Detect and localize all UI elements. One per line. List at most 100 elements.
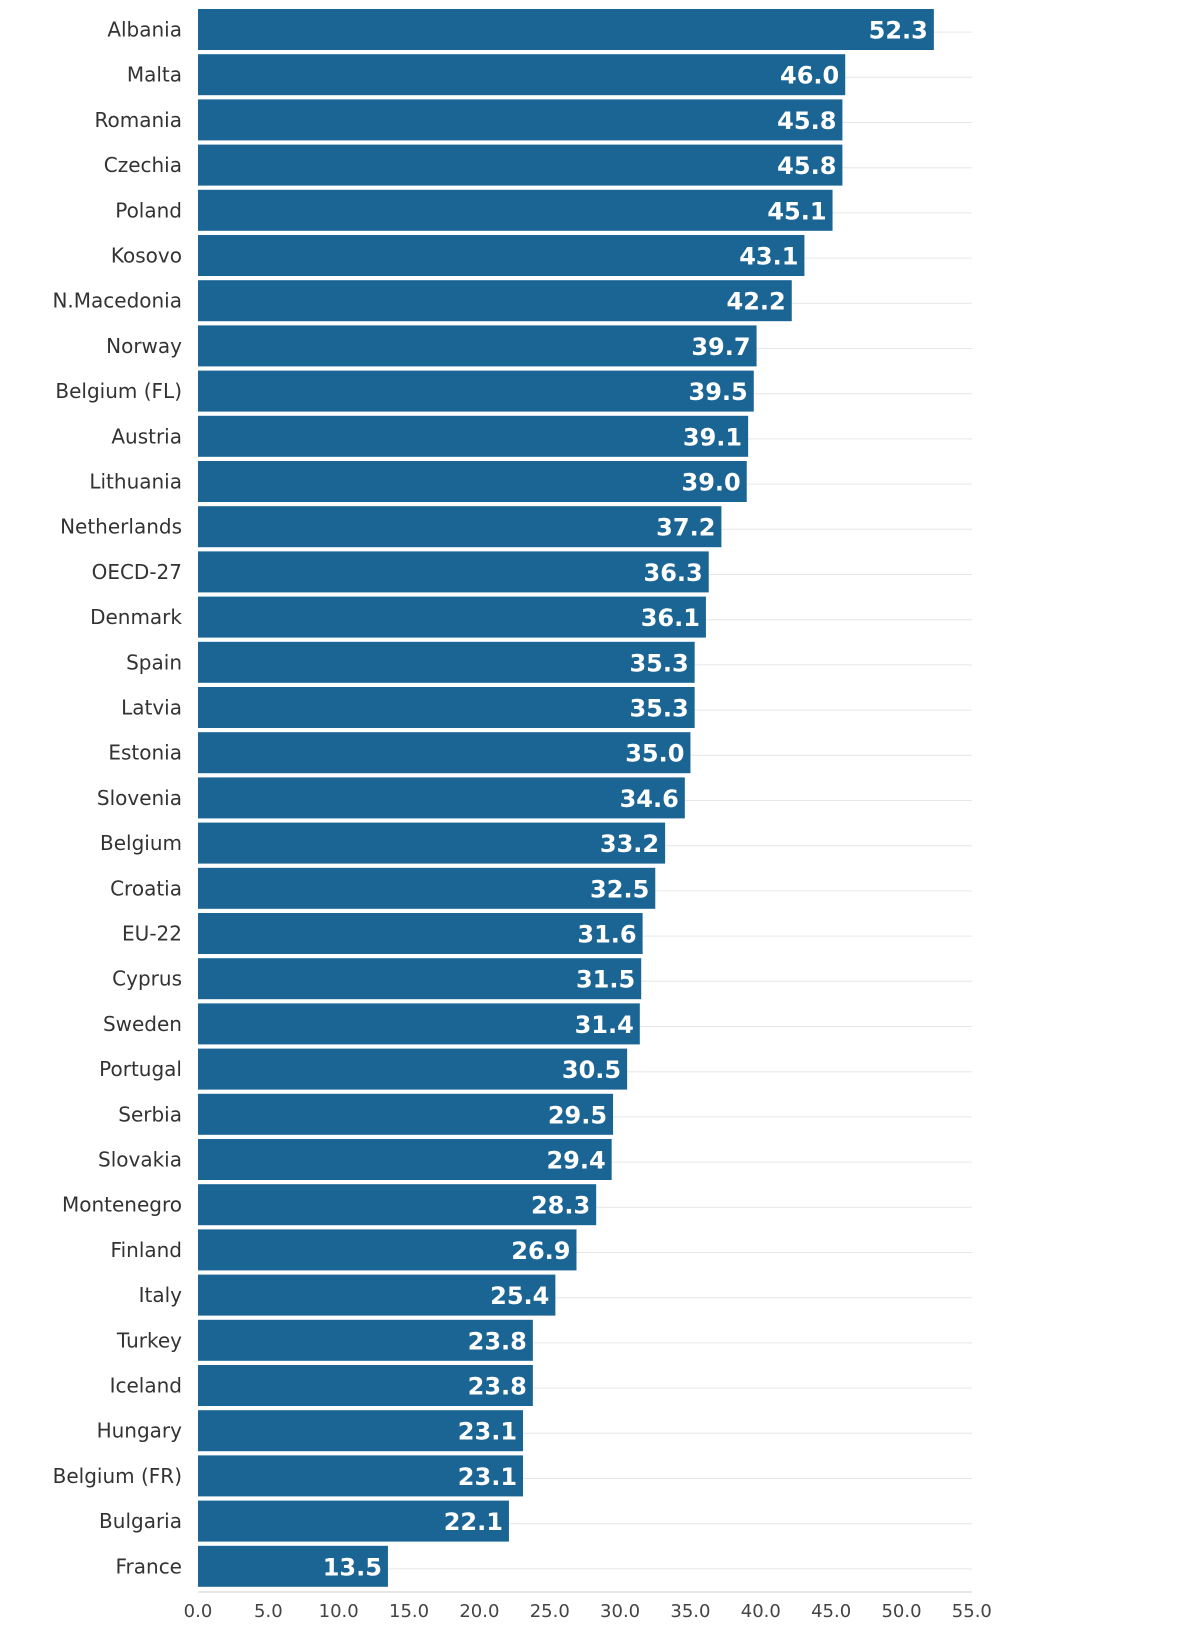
bar bbox=[198, 641, 695, 683]
bar bbox=[198, 235, 805, 276]
data-label: 30.5 bbox=[562, 1056, 621, 1084]
data-label: 22.1 bbox=[444, 1508, 503, 1536]
data-label: 42.2 bbox=[727, 288, 786, 316]
category-label: Latvia bbox=[121, 696, 182, 720]
data-label: 23.8 bbox=[468, 1373, 527, 1401]
bars bbox=[198, 9, 934, 1587]
data-label: 23.8 bbox=[468, 1327, 527, 1355]
bar bbox=[198, 54, 846, 96]
x-tick-label: 5.0 bbox=[254, 1601, 283, 1622]
category-label: Bulgaria bbox=[99, 1509, 182, 1533]
bar bbox=[198, 370, 754, 412]
bar bbox=[198, 144, 843, 186]
data-label: 35.0 bbox=[625, 740, 684, 768]
category-label: Belgium (FR) bbox=[53, 1464, 182, 1488]
data-label: 43.1 bbox=[739, 243, 798, 271]
bar bbox=[198, 9, 934, 50]
data-label: 35.3 bbox=[629, 649, 688, 677]
x-tick-label: 40.0 bbox=[741, 1601, 781, 1622]
bar bbox=[198, 1500, 509, 1542]
bar bbox=[198, 732, 691, 774]
bar bbox=[198, 1319, 533, 1361]
category-label: OECD-27 bbox=[92, 560, 182, 584]
data-label: 13.5 bbox=[323, 1553, 382, 1581]
data-label: 31.6 bbox=[577, 921, 636, 949]
data-label: 28.3 bbox=[531, 1192, 590, 1220]
data-label: 29.4 bbox=[546, 1147, 605, 1175]
data-label: 34.6 bbox=[620, 785, 679, 813]
data-label: 46.0 bbox=[780, 62, 839, 90]
bar bbox=[198, 822, 666, 864]
data-label: 39.7 bbox=[691, 333, 750, 361]
category-label: Denmark bbox=[90, 605, 182, 629]
category-label: France bbox=[115, 1554, 182, 1578]
category-label: EU-22 bbox=[122, 922, 182, 946]
data-label: 37.2 bbox=[656, 514, 715, 542]
category-label: Malta bbox=[127, 63, 182, 87]
category-label: N.Macedonia bbox=[52, 289, 182, 313]
data-label: 31.5 bbox=[576, 966, 635, 994]
data-label: 39.0 bbox=[682, 469, 741, 497]
data-label: 25.4 bbox=[490, 1282, 549, 1310]
bar bbox=[198, 958, 642, 1000]
category-label: Norway bbox=[106, 334, 182, 358]
category-label: Belgium (FL) bbox=[55, 379, 182, 403]
data-label: 45.8 bbox=[777, 107, 836, 135]
bar bbox=[198, 1274, 556, 1316]
bar bbox=[198, 506, 722, 548]
data-label: 39.1 bbox=[683, 423, 742, 451]
data-label: 52.3 bbox=[869, 17, 928, 45]
bar bbox=[198, 189, 833, 231]
category-label: Slovakia bbox=[98, 1148, 182, 1172]
bar bbox=[198, 1139, 612, 1180]
value-labels: 52.3 46.0 45.8 45.8 45.1 43.1 42.2 39.7 39.5 39.1… bbox=[323, 17, 928, 1582]
category-label: Belgium bbox=[100, 831, 182, 855]
bar bbox=[198, 1455, 524, 1497]
category-label: Lithuania bbox=[89, 470, 182, 494]
x-tick-label: 50.0 bbox=[881, 1601, 921, 1622]
category-label: Czechia bbox=[104, 153, 182, 177]
category-label: Kosovo bbox=[111, 244, 182, 268]
category-label: Serbia bbox=[118, 1102, 182, 1126]
bar bbox=[198, 461, 747, 502]
bar bbox=[198, 1184, 597, 1226]
x-tick-label: 30.0 bbox=[600, 1601, 640, 1622]
category-label: Albania bbox=[107, 18, 182, 42]
bar bbox=[198, 687, 695, 728]
x-tick-label: 10.0 bbox=[319, 1601, 359, 1622]
category-label: Finland bbox=[111, 1238, 182, 1262]
category-label: Portugal bbox=[99, 1057, 182, 1081]
data-label: 26.9 bbox=[511, 1237, 570, 1265]
category-label: Slovenia bbox=[97, 786, 182, 810]
data-label: 29.5 bbox=[548, 1101, 607, 1129]
category-labels: Albania Malta Romania Czechia Poland Kosovo N.… bbox=[52, 18, 182, 1579]
data-label: 45.1 bbox=[767, 197, 826, 225]
bar bbox=[198, 596, 706, 638]
category-label: Netherlands bbox=[60, 515, 182, 539]
bar bbox=[198, 1410, 524, 1452]
category-label: Cyprus bbox=[112, 967, 182, 991]
bar bbox=[198, 415, 749, 457]
data-label: 32.5 bbox=[590, 875, 649, 903]
data-label: 36.3 bbox=[644, 559, 703, 587]
x-tick-label: 35.0 bbox=[670, 1601, 710, 1622]
category-label: Estonia bbox=[108, 741, 182, 765]
category-label: Iceland bbox=[110, 1374, 182, 1398]
category-label: Romania bbox=[95, 108, 182, 132]
bar bbox=[198, 1003, 640, 1045]
data-label: 39.5 bbox=[689, 378, 748, 406]
category-label: Spain bbox=[126, 650, 182, 674]
x-tick-label: 55.0 bbox=[952, 1601, 992, 1622]
bar bbox=[198, 1365, 533, 1406]
x-axis: 0.0 5.0 10.0 15.0 20.0 25.0 30.0 35.0 40.0 45.0 50… bbox=[184, 1591, 992, 1622]
bar bbox=[198, 280, 792, 322]
data-label: 23.1 bbox=[458, 1463, 517, 1491]
category-label: Italy bbox=[139, 1283, 183, 1307]
x-tick-label: 25.0 bbox=[530, 1601, 570, 1622]
data-label: 31.4 bbox=[575, 1011, 634, 1039]
data-label: 23.1 bbox=[458, 1418, 517, 1446]
x-tick-label: 0.0 bbox=[184, 1601, 213, 1622]
category-label: Sweden bbox=[103, 1012, 182, 1036]
bar bbox=[198, 867, 656, 909]
category-label: Poland bbox=[115, 198, 182, 222]
